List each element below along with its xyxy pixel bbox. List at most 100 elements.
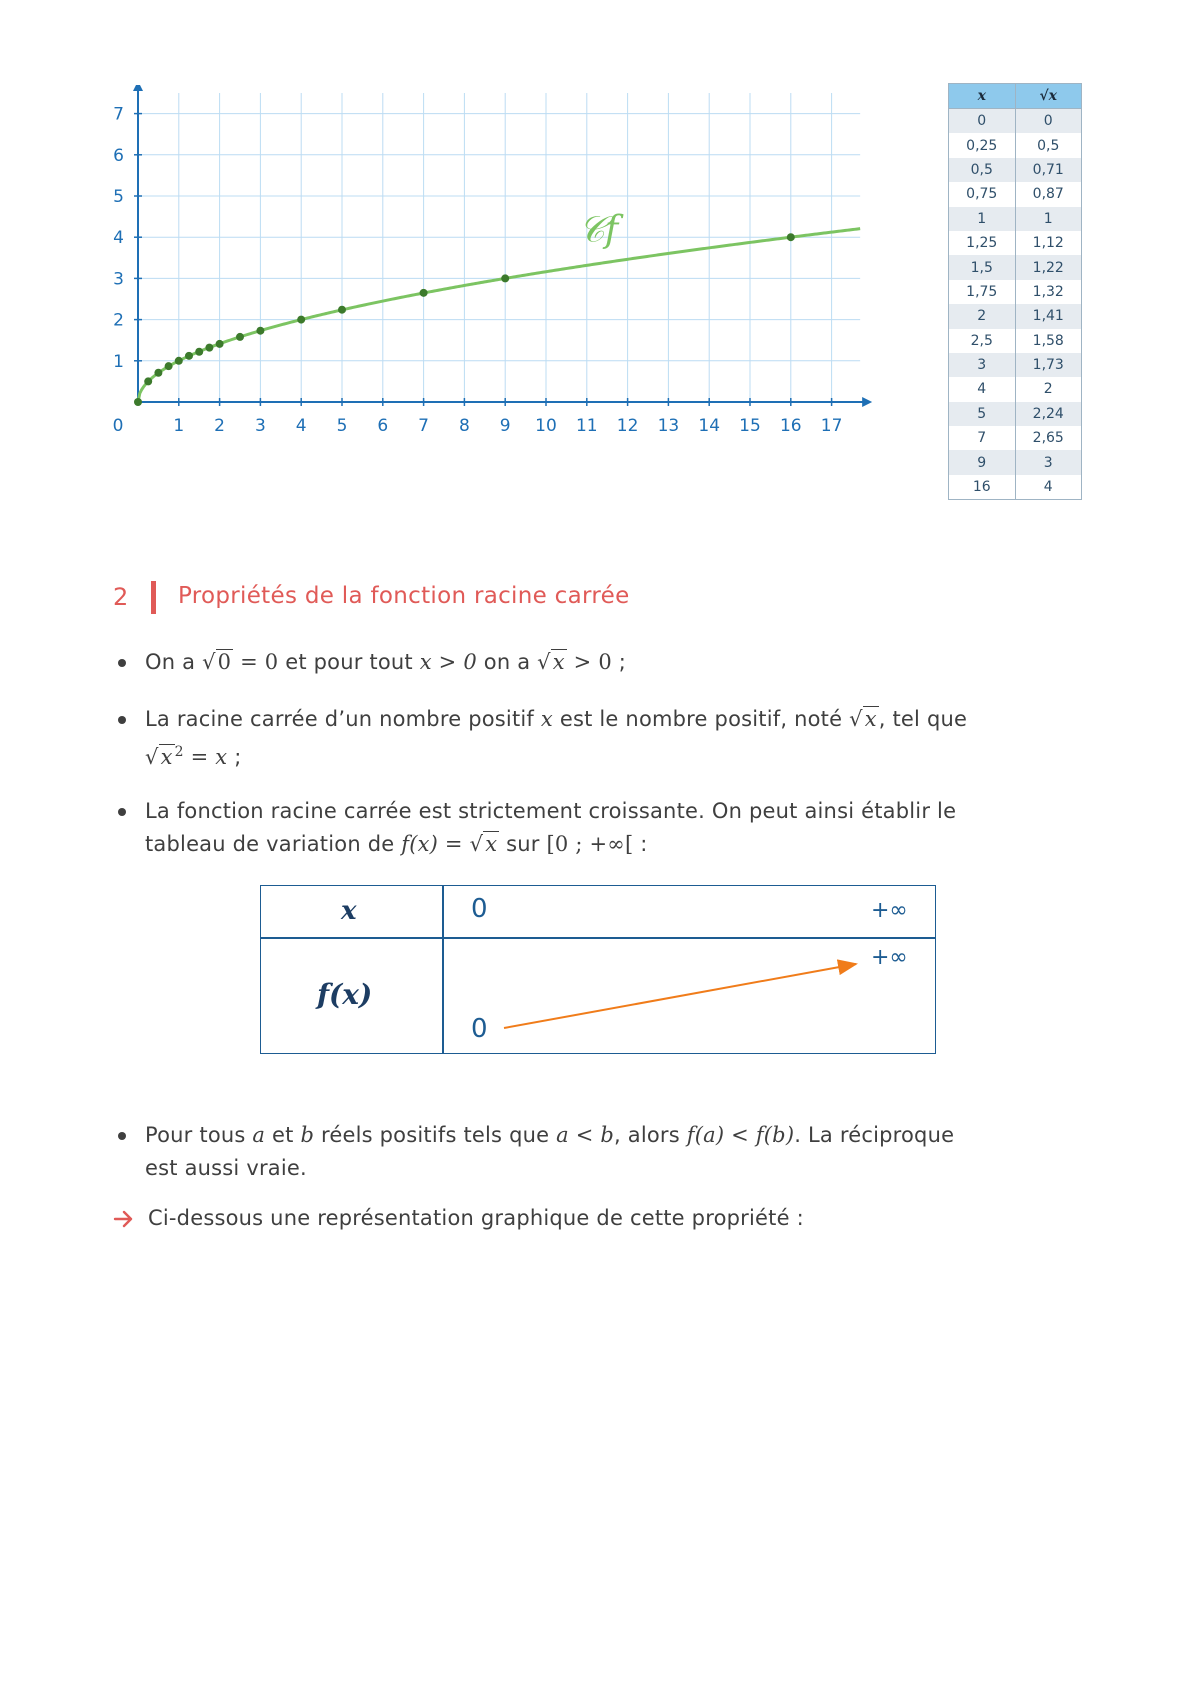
variation-fx-label: f(x): [317, 978, 373, 1011]
x-tick-label: 7: [418, 416, 429, 436]
arrow-text: Ci-dessous une représentation graphique …: [148, 1206, 804, 1230]
section-title: Propriétés de la fonction racine carrée: [178, 583, 630, 609]
value-table-x-cell: 0: [948, 108, 1016, 134]
text: . La réciproque: [794, 1123, 955, 1147]
variation-table: x f(x) 0 +∞ +∞ 0: [260, 885, 936, 1054]
value-table-x-cell: 2: [948, 304, 1016, 329]
text: réels positifs tels que: [314, 1123, 557, 1147]
value-table-sqrt-cell: 0,71: [1014, 157, 1082, 183]
variation-x-start: 0: [471, 894, 488, 924]
text: La fonction racine carrée est strictemen…: [145, 799, 957, 823]
value-table-row: 1,75 1,32: [948, 279, 1082, 305]
value-table-sqrt-cell: 0: [1014, 108, 1082, 134]
bullet-2-text: La racine carrée d’un nombre positif x e…: [145, 703, 967, 774]
data-point: [205, 343, 214, 352]
divider: [442, 886, 444, 1053]
x-tick-label: 13: [658, 416, 680, 436]
value-table-sqrt-cell: 1,58: [1014, 328, 1082, 353]
sqrt-arg: x: [550, 649, 567, 674]
y-tick-label: 5: [113, 187, 124, 207]
x-tick-label: 1: [173, 416, 184, 436]
text: et: [265, 1123, 301, 1147]
x-tick-label: 16: [780, 416, 802, 436]
value-table-sqrt-cell: 2,65: [1014, 426, 1082, 451]
sqrt-zero: √0: [202, 649, 234, 674]
data-point: [164, 362, 173, 371]
math: > 0: [566, 650, 612, 674]
data-point: [195, 347, 204, 356]
value-table-header-sqrt: √x: [1014, 83, 1082, 109]
x-tick-label: 11: [576, 416, 598, 436]
value-table-sqrt-cell: 4: [1014, 474, 1082, 501]
data-point: [215, 339, 224, 348]
x-tick-label: 4: [296, 416, 307, 436]
y-tick-label: 6: [113, 146, 124, 166]
value-table-sqrt-cell: 0,5: [1014, 133, 1082, 158]
value-table-x-cell: 16: [948, 474, 1016, 501]
value-table-sqrt-cell: 0,87: [1014, 182, 1082, 207]
bullet-dot: [118, 716, 126, 724]
sqrt-arg: x: [158, 744, 175, 769]
value-table-x-cell: 1,5: [948, 255, 1016, 280]
math: = 0: [233, 650, 279, 674]
exponent: 2: [174, 744, 184, 760]
bullet-3-text: La fonction racine carrée est strictemen…: [145, 795, 956, 861]
data-point: [174, 356, 183, 365]
math: x: [540, 707, 553, 731]
value-table-sqrt-cell: 1,22: [1014, 255, 1082, 280]
bullet-1-text: On a √0 = 0 et pour tout x > 0 on a √x >…: [145, 646, 626, 679]
x-tick-label: 17: [821, 416, 843, 436]
value-table-x-cell: 2,5: [948, 328, 1016, 353]
value-table-row: 0,25 0,5: [948, 133, 1082, 158]
value-table-sqrt-cell: 1: [1014, 206, 1082, 231]
sqrt-curve: [136, 227, 861, 403]
sqrt-x-squared: √x: [145, 744, 175, 769]
value-table-x-cell: 5: [948, 401, 1016, 427]
math: f(x) =: [401, 832, 470, 856]
x-tick-label: 10: [535, 416, 557, 436]
data-point: [154, 368, 163, 377]
data-point: [501, 274, 510, 283]
arrow-right-icon: [113, 1210, 133, 1228]
text: La racine carrée d’un nombre positif: [145, 707, 541, 731]
value-table-row: 1,5 1,22: [948, 255, 1082, 280]
text: , alors: [614, 1123, 687, 1147]
text: ;: [227, 745, 242, 769]
sqrt-arg: x: [483, 831, 500, 856]
value-table-x-cell: 0,75: [948, 182, 1016, 207]
value-table-x-cell: 3: [948, 352, 1016, 378]
x-tick-label: 15: [739, 416, 761, 436]
text: ;: [611, 650, 627, 674]
value-table-row: 1,25 1,12: [948, 230, 1082, 256]
value-table-x-cell: 9: [948, 450, 1016, 475]
value-table-x-cell: 1: [948, 206, 1016, 231]
x-tick-label: 14: [698, 416, 720, 436]
variation-f-end: +∞: [871, 945, 908, 970]
x-tick-label: 0: [113, 416, 124, 436]
data-point: [338, 305, 346, 314]
x-axis-arrow: [862, 397, 873, 407]
value-table-row: 5 2,24: [948, 401, 1082, 427]
text: :: [633, 832, 648, 856]
variation-x-end: +∞: [871, 898, 908, 923]
text: on a: [476, 650, 538, 674]
value-table-x-cell: 4: [948, 377, 1016, 402]
bullet-dot: [118, 1132, 126, 1140]
curve-label: 𝒞f: [579, 209, 624, 250]
text: sur: [499, 832, 547, 856]
math: b: [300, 1123, 315, 1147]
data-point: [786, 233, 795, 242]
text: On a: [145, 650, 203, 674]
y-axis-arrow: [133, 85, 143, 91]
value-table-sqrt-cell: 1,32: [1014, 279, 1082, 305]
variation-f-start: 0: [471, 1014, 488, 1044]
value-table-row: 2 1,41: [948, 304, 1082, 329]
data-point: [297, 315, 306, 324]
math: f(a) < f(b): [686, 1123, 795, 1147]
value-table-row: 0,75 0,87: [948, 182, 1082, 207]
math: [0 ; +∞[: [546, 832, 634, 856]
